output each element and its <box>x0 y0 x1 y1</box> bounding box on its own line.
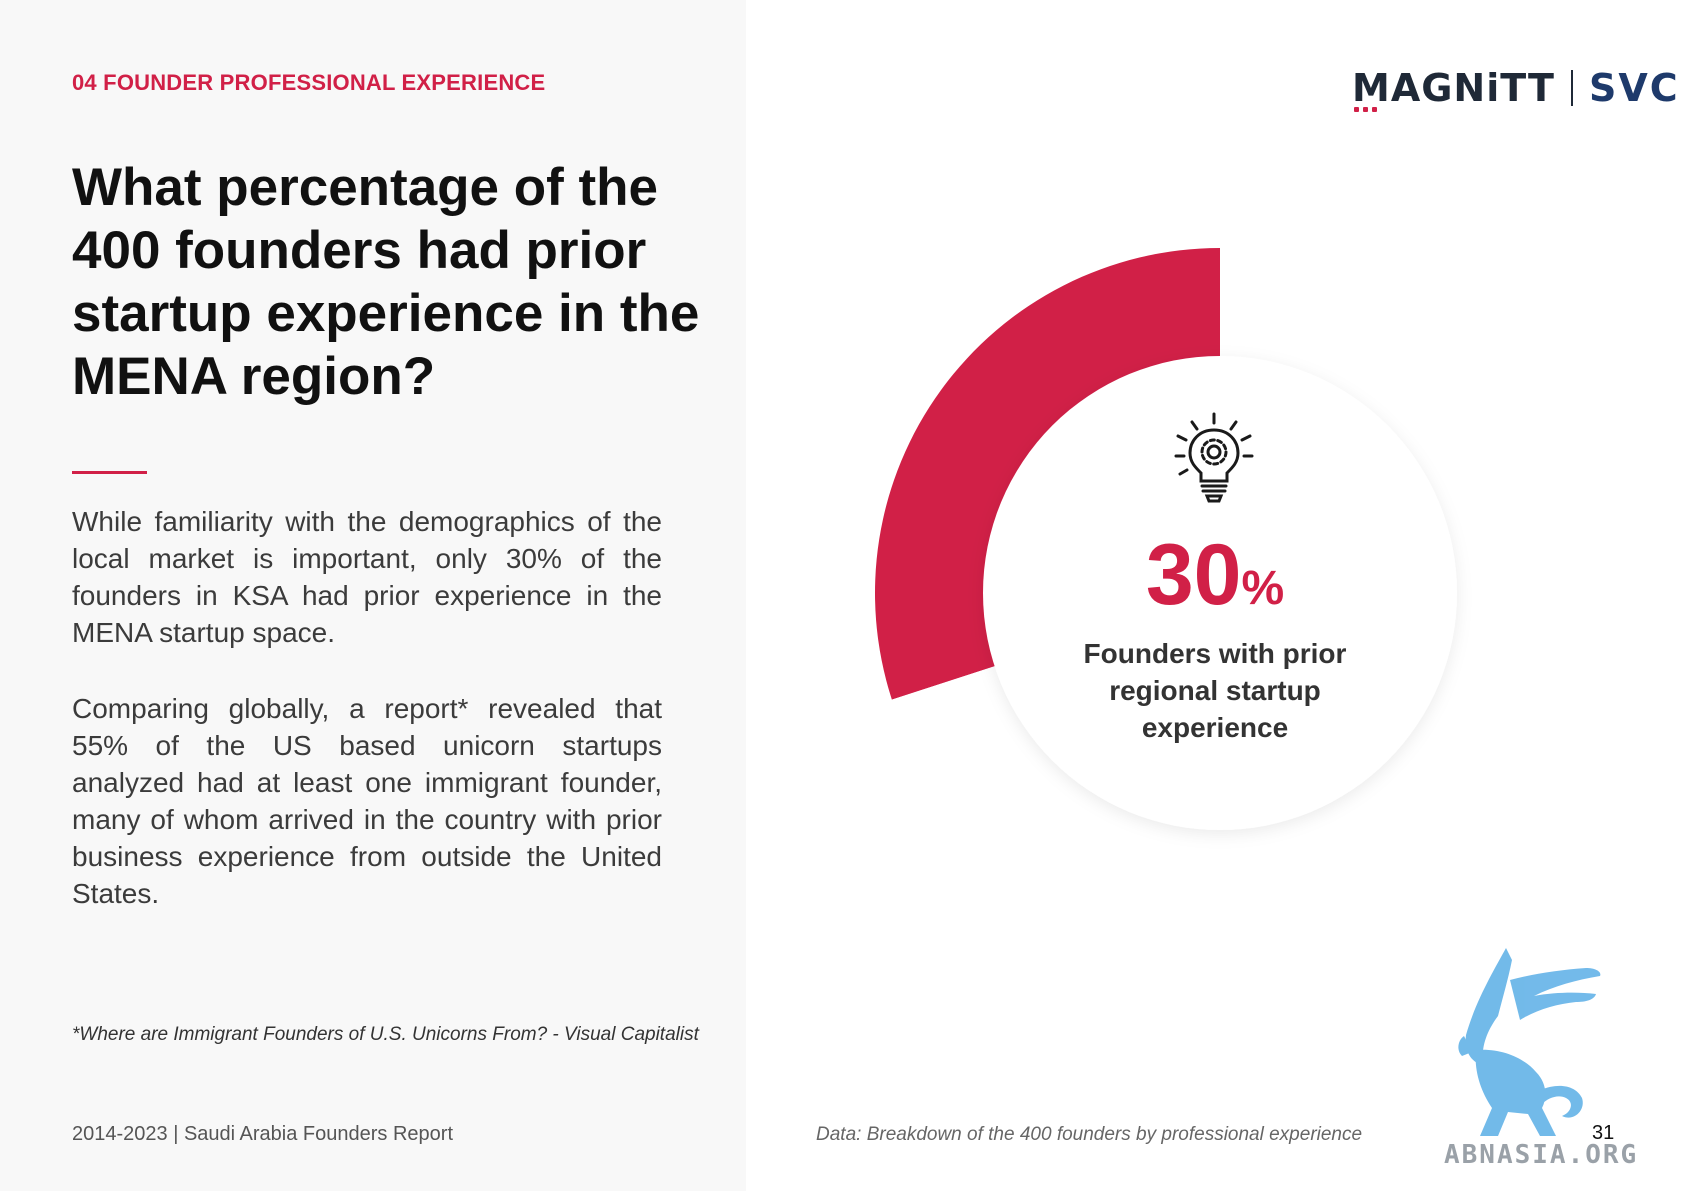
report-footer: 2014-2023 | Saudi Arabia Founders Report <box>72 1123 454 1145</box>
magnitt-logo: MAGNiTT <box>1352 66 1555 112</box>
headline: What percentage of the 400 founders had … <box>72 158 700 406</box>
donut-slice-1 <box>874 248 1220 700</box>
center-percentage-unit: % <box>1241 562 1285 615</box>
data-source-note: Data: Breakdown of the 400 founders by p… <box>816 1124 1363 1145</box>
body-paragraph-1: While familiarity with the demographics … <box>72 506 662 648</box>
watermark-text: ABNASIA.ORG <box>1444 1140 1639 1170</box>
magnitt-logo-dots <box>1354 107 1377 112</box>
lightbulb-gear-icon <box>1174 412 1254 503</box>
footnote: *Where are Immigrant Founders of U.S. Un… <box>72 1024 699 1045</box>
chart-center-label: Founders with prior regional startup exp… <box>1083 638 1347 743</box>
accent-divider <box>72 471 147 474</box>
svc-logo: SVC <box>1588 66 1680 110</box>
left-panel <box>0 0 746 1191</box>
griffin-watermark-logo <box>1458 948 1601 1136</box>
page-number: 31 <box>1592 1122 1615 1144</box>
magnitt-logo-text: MAGNiTT <box>1352 66 1555 110</box>
center-percentage: 30% <box>1080 530 1350 620</box>
logo-row: MAGNiTT SVC <box>1352 66 1680 112</box>
donut-center-plate <box>983 356 1457 830</box>
center-percentage-value: 30 <box>1145 527 1242 623</box>
body-paragraph-2: Comparing globally, a report* revealed t… <box>72 693 662 909</box>
logo-separator <box>1570 70 1573 106</box>
section-label: 04 FOUNDER PROFESSIONAL EXPERIENCE <box>72 70 546 95</box>
